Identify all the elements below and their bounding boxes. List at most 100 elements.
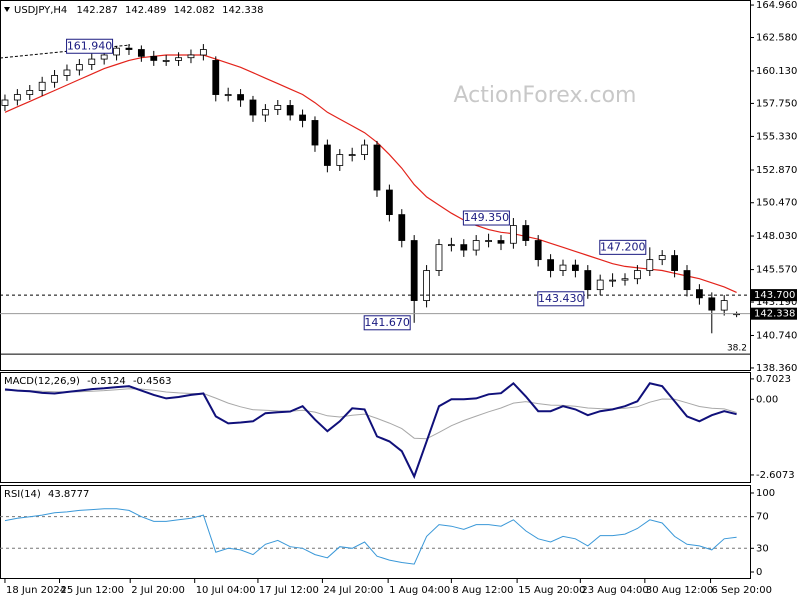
x-tick-label: 24 Jul 20:00 — [323, 585, 383, 596]
y-tick-label: 0.00 — [756, 394, 778, 405]
candle-body — [348, 154, 356, 156]
y-tick-label: 155.330 — [756, 131, 797, 142]
y-tick-label: 30 — [756, 543, 769, 554]
annotation-box — [66, 38, 114, 54]
x-tick-label: 18 Jun 2024 — [6, 585, 66, 596]
candle-body — [472, 240, 480, 251]
candle-body — [509, 225, 517, 244]
annotation-box — [537, 291, 585, 307]
current-price-label: 142.338 — [754, 309, 795, 320]
price-panel — [0, 0, 751, 371]
candle-body — [683, 270, 691, 291]
candle-body — [63, 69, 71, 76]
candle-body — [385, 189, 393, 216]
symbol: USDJPY,H4 — [14, 5, 67, 16]
candle-body — [113, 47, 120, 56]
candle-body — [1, 99, 9, 106]
candle-body — [261, 109, 269, 116]
x-tick-label: 2 Jul 20:00 — [131, 585, 185, 596]
candle-body — [299, 114, 306, 121]
signal-value: -0.4563 — [133, 376, 172, 387]
candle-body — [695, 289, 703, 299]
candle-body — [162, 60, 170, 62]
rsi-panel — [0, 485, 751, 579]
candle-body — [633, 270, 641, 280]
candle-body — [460, 244, 468, 251]
candle-body — [373, 144, 381, 191]
header-close: 142.338 — [222, 5, 263, 16]
x-tick-label: 30 Aug 12:00 — [646, 585, 713, 596]
y-tick-label: 0 — [756, 567, 762, 578]
y-tick-label: 160.130 — [756, 66, 797, 77]
rsi-title: RSI(14) — [4, 489, 41, 500]
candle-body — [571, 264, 579, 271]
annotation-box — [462, 210, 510, 226]
candle-body — [274, 105, 282, 110]
candle-body — [596, 279, 604, 291]
x-tick-label: 10 Jul 04:00 — [196, 585, 256, 596]
y-tick-label: 140.740 — [756, 330, 797, 341]
x-tick-label: 1 Aug 04:00 — [389, 585, 450, 596]
x-tick-label: 8 Aug 12:00 — [452, 585, 513, 596]
annotation-label: 143.430 — [538, 292, 584, 305]
rsi-value: 43.8777 — [48, 489, 89, 500]
candle-body — [323, 144, 331, 166]
y-tick-label: 100 — [756, 488, 775, 499]
candle-body — [237, 94, 244, 101]
watermark: ActionForex.com — [454, 83, 637, 108]
candle-body — [187, 54, 195, 59]
candle-body — [609, 279, 616, 282]
candle-body — [584, 270, 592, 291]
y-tick-label: 152.870 — [756, 165, 797, 176]
macd-header: MACD(12,26,9) -0.5124 -0.4563 — [4, 376, 172, 387]
candle-body — [435, 244, 443, 271]
candle-body — [410, 240, 418, 301]
candle-body — [559, 264, 567, 271]
x-tick-label: 15 Aug 20:00 — [518, 585, 585, 596]
y-tick-label: 157.750 — [756, 98, 797, 109]
candle-body — [621, 278, 629, 281]
y-tick-label: 148.030 — [756, 231, 797, 242]
y-tick-label: 138.360 — [756, 363, 797, 374]
candle-body — [100, 54, 108, 60]
candle-body — [336, 154, 344, 166]
indicator-line — [4, 508, 737, 565]
chart-header: USDJPY,H4 142.287 142.489 142.082 142.33… — [14, 5, 263, 16]
menu-triangle — [4, 7, 10, 12]
candle-body — [708, 297, 716, 311]
candle-body — [646, 259, 654, 271]
trend-line — [0, 44, 131, 59]
annotation-box — [363, 315, 411, 331]
header-open: 142.287 — [76, 5, 117, 16]
header-low: 142.082 — [174, 5, 215, 16]
annotation-label: 141.670 — [364, 316, 410, 329]
candle-body — [534, 240, 542, 261]
candle-body — [150, 55, 158, 61]
candle-body — [398, 214, 406, 241]
candle-body — [88, 58, 96, 65]
x-tick-label: 25 Jun 12:00 — [61, 585, 125, 596]
candle-body — [38, 81, 46, 91]
candle-body — [137, 49, 145, 57]
y-tick-label: 70 — [756, 512, 769, 523]
x-tick-label: 17 Jul 12:00 — [259, 585, 319, 596]
candle-body — [720, 300, 728, 311]
y-tick-label: 143.190 — [756, 297, 797, 308]
annotation-label: 161.940 — [67, 39, 113, 52]
y-tick-label: -2.6073 — [756, 470, 795, 481]
moving-average — [4, 54, 737, 293]
candle-body — [199, 49, 207, 56]
y-tick-label: 150.470 — [756, 198, 797, 209]
candle-body — [485, 240, 492, 242]
indicator-line — [4, 381, 737, 480]
header-high: 142.489 — [125, 5, 166, 16]
candle-body — [286, 105, 294, 116]
annotation-label: 147.200 — [600, 240, 646, 253]
y-tick-label: 162.580 — [756, 33, 797, 44]
level-label: 143.700 — [754, 290, 795, 301]
macd-panel — [0, 372, 751, 483]
candle-body — [671, 255, 678, 271]
candle-body — [522, 225, 530, 241]
candle-body — [547, 259, 554, 271]
